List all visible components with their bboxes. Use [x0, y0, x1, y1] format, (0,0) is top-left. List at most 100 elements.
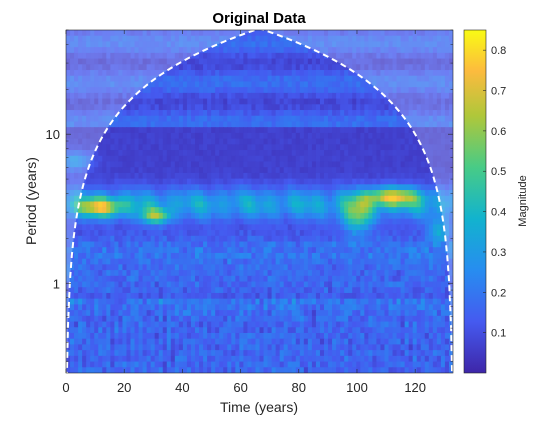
heatmap-cell	[311, 230, 317, 237]
heatmap-cell	[215, 230, 220, 237]
heatmap-cell	[364, 132, 369, 140]
heatmap-cell	[364, 292, 369, 300]
heatmap-cell	[94, 121, 99, 128]
heatmap-cell	[247, 92, 253, 100]
heatmap-cell	[388, 35, 394, 43]
heatmap-cell	[82, 230, 87, 237]
heatmap-cell	[110, 75, 115, 83]
heatmap-cell	[412, 132, 418, 140]
heatmap-cell	[158, 270, 164, 277]
heatmap-cell	[444, 172, 450, 180]
heatmap-cell	[424, 195, 430, 203]
heatmap-cell	[142, 172, 148, 180]
heatmap-cell	[259, 252, 265, 260]
heatmap-cell	[295, 30, 301, 37]
heatmap-cell	[70, 75, 75, 83]
heatmap-cell	[372, 161, 378, 168]
heatmap-cell	[364, 178, 369, 185]
heatmap-cell	[360, 144, 365, 151]
heatmap-cell	[267, 35, 273, 43]
heatmap-cell	[275, 195, 281, 203]
heatmap-cell	[412, 64, 418, 71]
heatmap-cell	[235, 41, 240, 48]
heatmap-cell	[182, 64, 188, 71]
heatmap-cell	[98, 41, 103, 48]
heatmap-cell	[400, 190, 406, 197]
heatmap-cell	[295, 47, 301, 54]
heatmap-cell	[440, 304, 446, 311]
heatmap-cell	[259, 98, 265, 105]
heatmap-cell	[82, 144, 87, 151]
heatmap-cell	[396, 252, 402, 260]
heatmap-cell	[315, 281, 321, 288]
heatmap-cell	[114, 52, 120, 60]
heatmap-cell	[356, 87, 361, 94]
heatmap-cell	[251, 207, 257, 214]
heatmap-cell	[118, 201, 124, 208]
heatmap-cell	[287, 195, 293, 203]
heatmap-cell	[303, 304, 309, 311]
heatmap-cell	[416, 264, 422, 271]
heatmap-cell	[344, 52, 349, 60]
heatmap-cell	[186, 138, 192, 145]
heatmap-cell	[372, 275, 378, 283]
heatmap-cell	[170, 304, 176, 311]
heatmap-cell	[106, 81, 111, 88]
heatmap-cell	[328, 92, 333, 100]
heatmap-cell	[432, 321, 438, 328]
heatmap-cell	[130, 195, 136, 203]
heatmap-cell	[235, 195, 240, 203]
heatmap-cell	[102, 167, 107, 174]
heatmap-cell	[130, 275, 136, 283]
heatmap-cell	[142, 47, 148, 54]
heatmap-cell	[263, 252, 269, 260]
heatmap-cell	[295, 75, 301, 83]
heatmap-cell	[158, 58, 164, 65]
heatmap-cell	[82, 41, 87, 48]
heatmap-cell	[432, 127, 438, 134]
heatmap-cell	[376, 310, 382, 317]
heatmap-cell	[440, 270, 446, 277]
heatmap-cell	[299, 110, 305, 117]
heatmap-cell	[190, 190, 196, 197]
heatmap-cell	[340, 230, 345, 237]
heatmap-cell	[190, 127, 196, 134]
heatmap-cell	[380, 321, 386, 328]
heatmap-cell	[360, 81, 365, 88]
heatmap-cell	[219, 207, 224, 214]
heatmap-cell	[207, 110, 212, 117]
heatmap-cell	[444, 41, 450, 48]
heatmap-cell	[287, 321, 293, 328]
heatmap-cell	[223, 144, 228, 151]
heatmap-cell	[307, 218, 313, 225]
heatmap-cell	[122, 161, 128, 168]
heatmap-cell	[90, 224, 95, 231]
heatmap-cell	[195, 178, 200, 185]
heatmap-cell	[283, 161, 289, 168]
heatmap-cell	[158, 150, 164, 157]
heatmap-cell	[219, 230, 224, 237]
heatmap-cell	[110, 58, 115, 65]
heatmap-cell	[90, 207, 95, 214]
heatmap-cell	[436, 47, 442, 54]
heatmap-cell	[263, 235, 269, 243]
heatmap-cell	[372, 35, 378, 43]
heatmap-cell	[98, 310, 103, 317]
heatmap-cell	[380, 201, 386, 208]
heatmap-cell	[291, 258, 297, 265]
heatmap-cell	[255, 218, 261, 225]
heatmap-cell	[211, 58, 216, 65]
heatmap-cell	[428, 178, 434, 185]
heatmap-cell	[215, 127, 220, 134]
heatmap-cell	[66, 167, 71, 174]
heatmap-cell	[324, 230, 329, 237]
heatmap-cell	[186, 178, 192, 185]
heatmap-cell	[146, 275, 152, 283]
heatmap-cell	[114, 270, 120, 277]
heatmap-cell	[420, 235, 426, 243]
heatmap-cell	[138, 207, 144, 214]
heatmap-cell	[311, 304, 317, 311]
heatmap-cell	[166, 155, 172, 163]
heatmap-cell	[279, 132, 285, 140]
heatmap-cell	[283, 132, 289, 140]
